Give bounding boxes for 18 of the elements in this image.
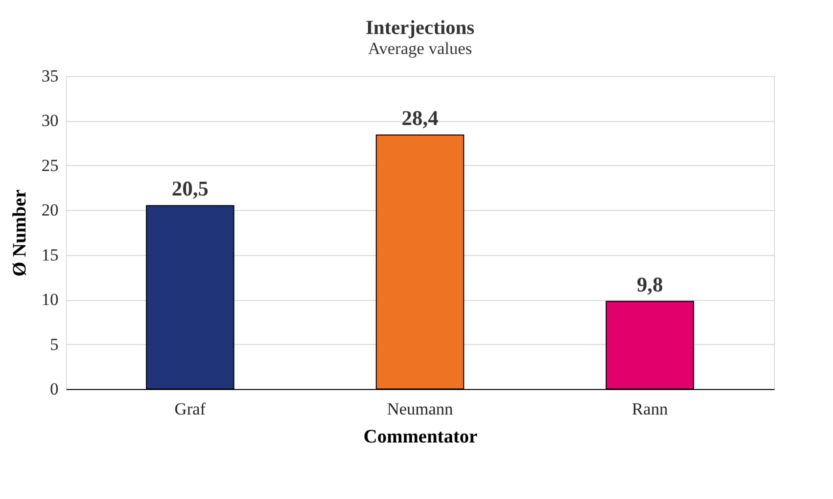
- x-tick-label: Neumann: [386, 400, 454, 418]
- chart-title: Interjections: [366, 17, 475, 39]
- data-label: 20,5: [172, 176, 209, 201]
- y-tick-label: 25: [42, 156, 58, 175]
- y-tick-label: 5: [50, 334, 58, 354]
- y-tick-label: 30: [42, 111, 58, 130]
- data-label: 9,8: [636, 272, 663, 296]
- x-tick-label: Rann: [632, 400, 668, 418]
- y-tick-label: 20: [42, 200, 58, 220]
- data-label: 28,4: [402, 106, 439, 130]
- chart-subtitle: Average values: [368, 39, 472, 58]
- y-tick-label: 35: [42, 66, 58, 86]
- y-tick-label: 15: [42, 245, 58, 264]
- y-tick-label: 0: [50, 380, 58, 398]
- x-tick-label: Graf: [174, 400, 206, 418]
- x-axis-title: Commentator: [364, 426, 478, 448]
- y-tick-label: 10: [42, 290, 58, 310]
- y-axis-title: Ø Number: [10, 188, 30, 277]
